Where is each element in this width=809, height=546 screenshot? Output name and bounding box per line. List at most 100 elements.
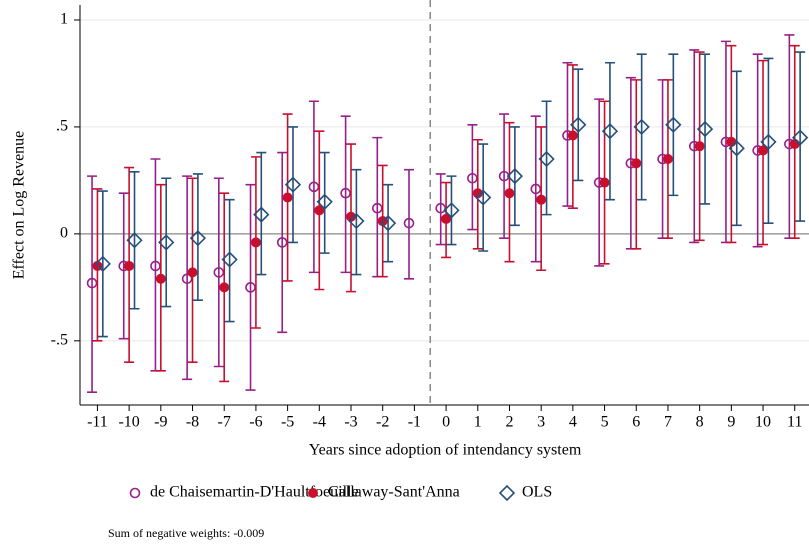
point xyxy=(379,215,397,232)
point xyxy=(403,217,415,229)
note: Sum of negative weights: -0.009 xyxy=(108,526,264,540)
x-tick-label: 7 xyxy=(664,414,672,431)
point xyxy=(219,282,230,293)
error-bar xyxy=(573,68,584,182)
error-bar xyxy=(478,143,489,252)
point xyxy=(86,277,98,289)
error-bar xyxy=(467,123,478,231)
point xyxy=(314,205,325,216)
y-tick-label: .5 xyxy=(56,118,68,135)
point xyxy=(758,145,769,156)
point xyxy=(441,213,452,224)
point xyxy=(631,158,642,169)
error-bar xyxy=(604,61,615,201)
point xyxy=(760,133,777,151)
error-bar xyxy=(795,51,806,222)
error-bar xyxy=(118,192,129,340)
point xyxy=(694,141,705,152)
x-tick-label: 5 xyxy=(601,414,609,431)
point xyxy=(340,187,351,199)
point xyxy=(345,211,356,222)
point xyxy=(282,192,293,203)
y-tick-label: 0 xyxy=(60,225,68,242)
x-axis-title: Years since adoption of intendancy syste… xyxy=(309,442,582,459)
error-bar xyxy=(97,190,108,338)
x-tick-label: 9 xyxy=(727,414,735,431)
y-tick-label: 1 xyxy=(60,11,68,28)
point xyxy=(472,188,483,199)
point xyxy=(506,167,523,185)
point xyxy=(284,176,302,193)
point xyxy=(189,230,207,247)
error-bar xyxy=(530,115,541,263)
legend-marker xyxy=(308,488,318,498)
point xyxy=(599,177,610,188)
error-bar xyxy=(340,115,351,274)
error-bar xyxy=(446,175,457,246)
error-bar xyxy=(594,98,605,267)
point xyxy=(276,237,288,248)
point xyxy=(253,206,270,223)
error-bar xyxy=(213,177,224,368)
x-tick-label: 6 xyxy=(632,414,640,431)
x-tick-label: -11 xyxy=(87,414,108,431)
error-bar xyxy=(763,57,774,224)
point xyxy=(150,260,161,272)
x-tick-label: 0 xyxy=(442,414,450,431)
x-tick-label: -1 xyxy=(408,414,421,431)
point xyxy=(308,181,320,193)
point xyxy=(181,273,193,285)
error-bar xyxy=(383,183,394,263)
error-bar xyxy=(404,168,415,280)
point xyxy=(245,282,256,293)
error-bar xyxy=(509,126,520,227)
point xyxy=(662,154,673,165)
x-tick-label: 2 xyxy=(505,414,513,431)
point xyxy=(435,202,446,214)
point xyxy=(155,273,166,284)
error-bar xyxy=(752,53,763,248)
point xyxy=(372,202,383,214)
x-tick-label: 8 xyxy=(696,414,704,431)
x-tick-label: 11 xyxy=(787,414,802,431)
x-tick-label: -7 xyxy=(218,414,231,431)
x-tick-label: 10 xyxy=(755,414,771,431)
x-tick-label: -8 xyxy=(186,414,199,431)
point xyxy=(567,130,578,141)
error-bar xyxy=(308,100,319,274)
legend-label: OLS xyxy=(522,484,552,501)
error-bar xyxy=(192,173,203,301)
error-bar xyxy=(435,173,446,246)
x-tick-label: -6 xyxy=(249,414,262,431)
x-tick-label: -4 xyxy=(313,414,326,431)
point xyxy=(570,116,587,133)
legend-marker xyxy=(129,487,141,499)
point xyxy=(187,267,198,278)
x-tick-label: 4 xyxy=(569,414,577,431)
error-bar xyxy=(245,183,256,391)
error-bar xyxy=(731,70,742,227)
point xyxy=(126,232,143,249)
error-bar xyxy=(689,49,700,244)
legend-label: Callaway-Sant'Anna xyxy=(328,484,460,501)
error-bar xyxy=(562,61,573,207)
point xyxy=(789,139,800,150)
error-bar xyxy=(161,177,172,308)
error-bar xyxy=(182,175,193,381)
error-bar xyxy=(499,113,510,239)
point xyxy=(158,234,175,251)
point xyxy=(348,212,365,230)
point xyxy=(530,183,542,195)
error-bar xyxy=(277,151,288,334)
point xyxy=(94,255,111,272)
x-tick-label: -9 xyxy=(154,414,167,431)
legend-marker xyxy=(498,484,516,502)
point xyxy=(728,140,745,157)
point xyxy=(250,237,261,248)
error-bar xyxy=(351,168,362,276)
point xyxy=(696,120,714,138)
error-bar xyxy=(224,198,235,323)
point xyxy=(791,129,809,146)
point xyxy=(221,251,238,268)
x-tick-label: 1 xyxy=(474,414,482,431)
